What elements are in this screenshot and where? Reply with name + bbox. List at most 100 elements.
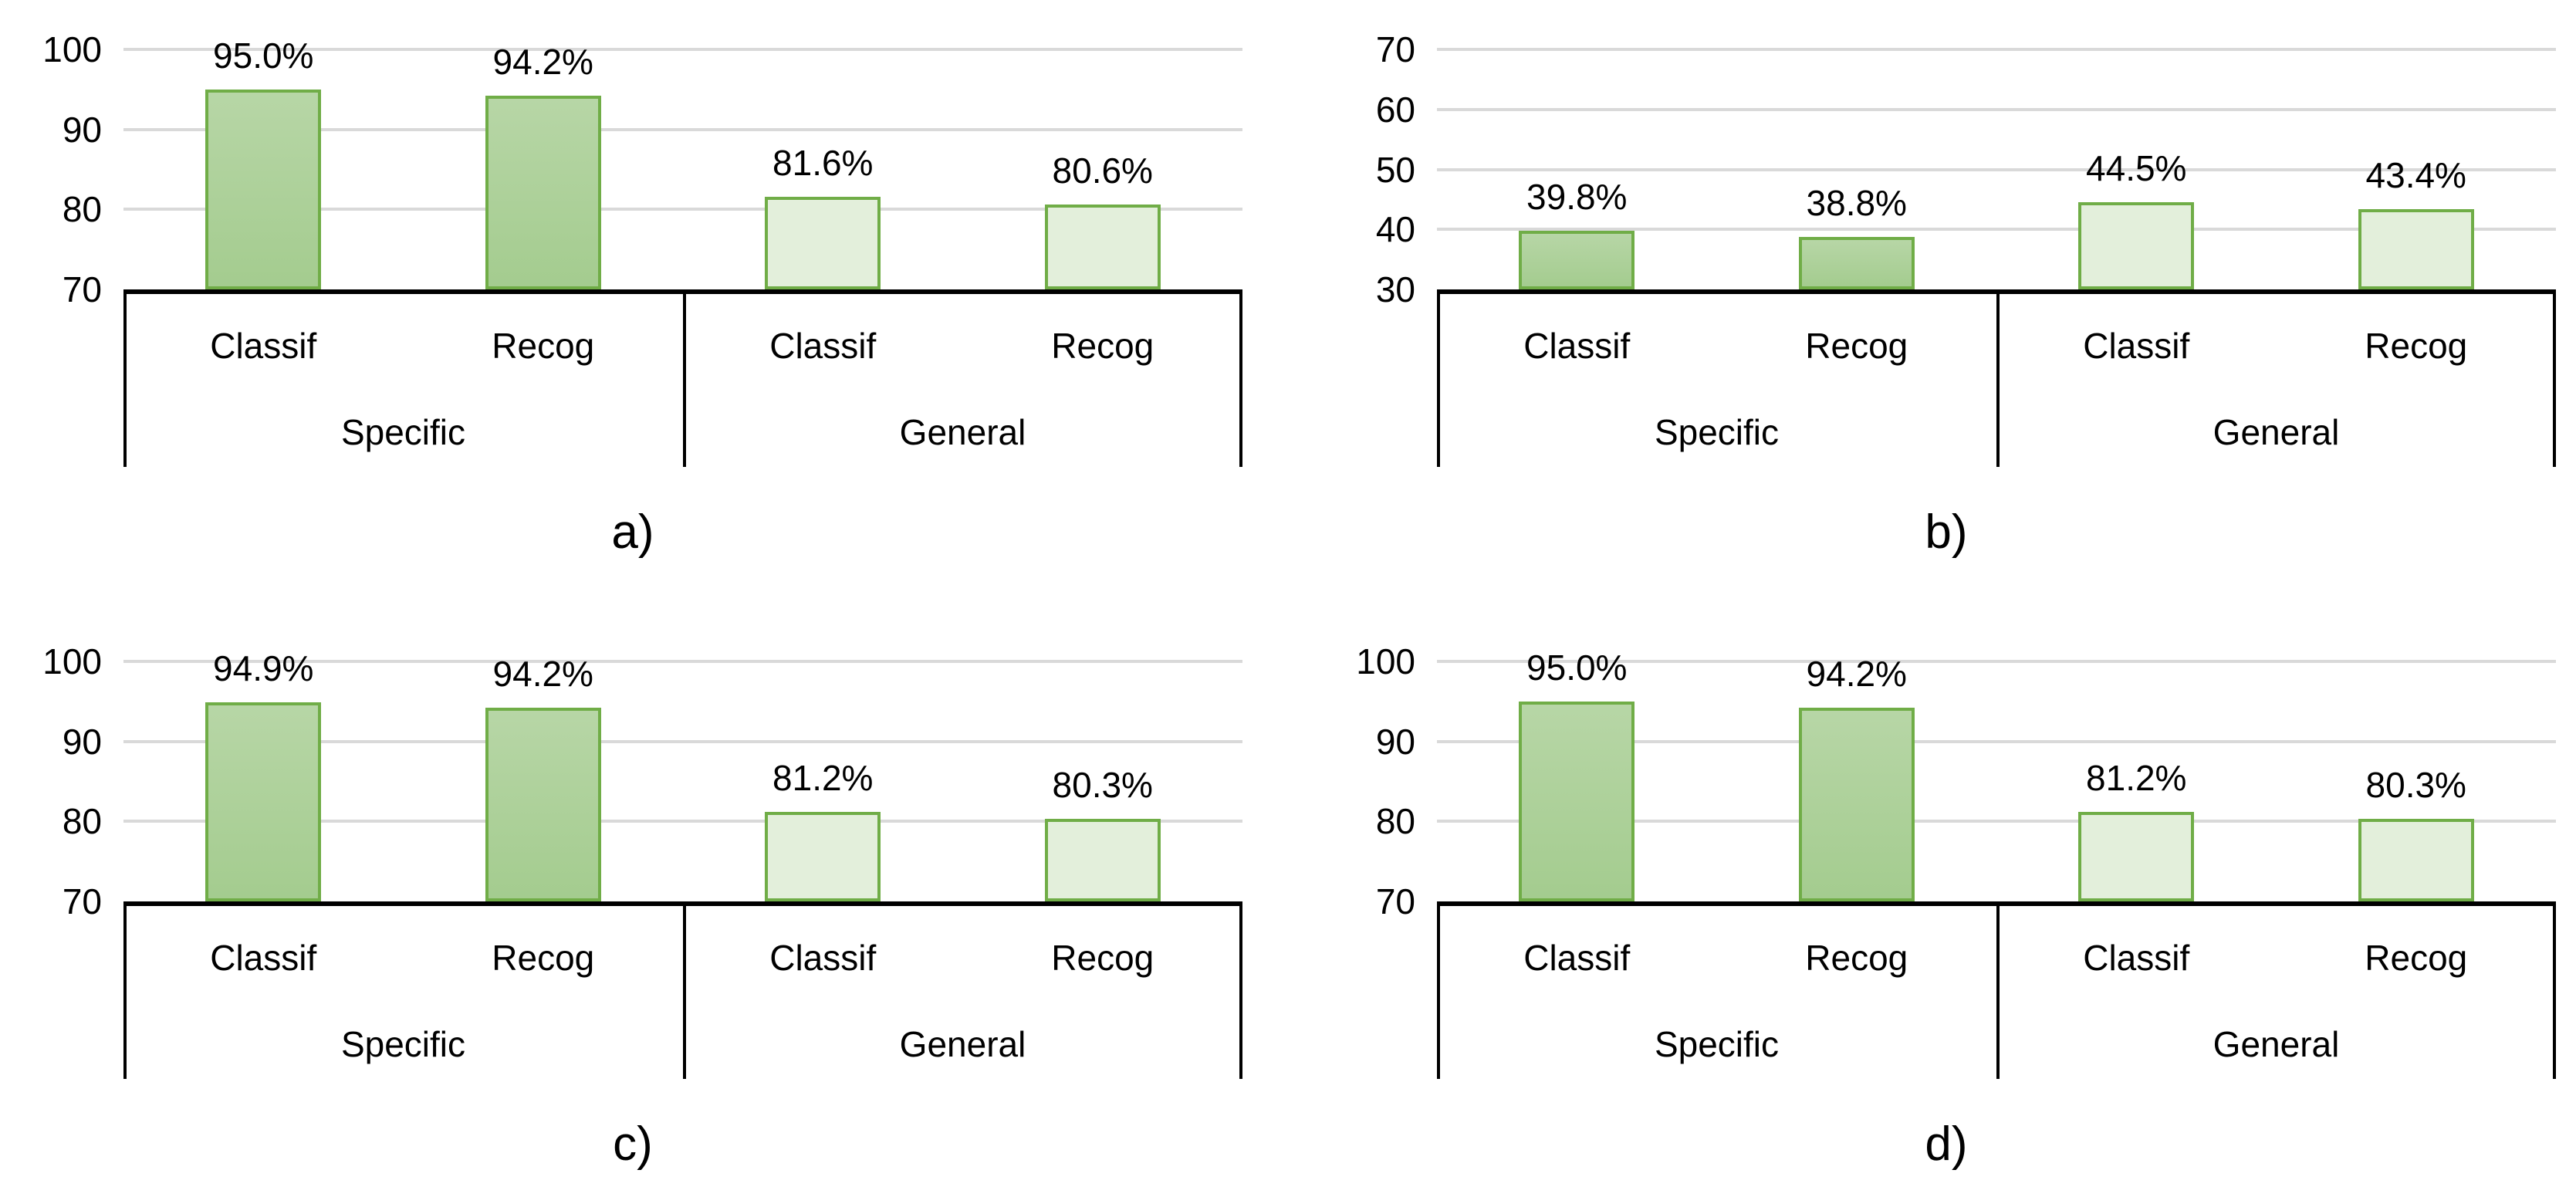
category-box-edge — [123, 289, 127, 467]
bar-general-recog — [1044, 819, 1161, 901]
bar-value-label: 80.6% — [1052, 150, 1153, 191]
category-box-edge — [1239, 289, 1242, 467]
y-axis-tick-label: 70 — [1375, 881, 1415, 921]
bar-value-label: 44.5% — [2086, 148, 2187, 189]
bar-value-label: 43.4% — [2365, 154, 2466, 195]
category-box-edge — [1239, 901, 1242, 1079]
category-box-edge — [1437, 901, 1440, 1079]
category-sub-label: Classif — [769, 326, 877, 366]
category-box-edge — [1437, 289, 1440, 467]
bar-general-recog — [2358, 208, 2474, 289]
category-sub-label: Classif — [1523, 326, 1631, 366]
category-sub-label: Classif — [210, 938, 317, 978]
chart-a: a) 100 90 80 70 95.0% Classif 94.2% Recog Specif… — [15, 15, 1242, 571]
bar-value-label: 38.8% — [1806, 182, 1907, 223]
gridline — [123, 820, 1242, 823]
gridline — [1437, 167, 2556, 171]
category-group-label: General — [2213, 412, 2340, 452]
category-group-label: Specific — [340, 412, 466, 452]
category-group-divider — [1996, 289, 2000, 467]
category-sub-label: Classif — [1523, 938, 1631, 978]
category-box-edge — [2553, 289, 2556, 467]
bar-specific-recog — [485, 96, 601, 289]
y-axis-tick-label: 70 — [1375, 29, 1415, 69]
bar-value-label: 94.2% — [492, 42, 593, 83]
y-axis-tick-label: 30 — [1375, 269, 1415, 309]
bar-value-label: 95.0% — [213, 35, 314, 76]
bar-value-label: 94.2% — [1806, 654, 1907, 695]
chart-b: b) 70 60 50 40 30 39.8% Classif 38.8% Recog Speci… — [1329, 15, 2556, 571]
gridline — [1437, 48, 2556, 51]
category-group-divider — [683, 289, 686, 467]
gridline — [1437, 660, 2556, 663]
y-axis-tick-label: 60 — [1375, 89, 1415, 130]
bar-value-label: 39.8% — [1526, 176, 1628, 217]
category-group-label: General — [899, 412, 1026, 452]
gridline — [1437, 739, 2556, 743]
category-sub-label: Recog — [492, 938, 595, 978]
bar-specific-recog — [1798, 708, 1915, 901]
category-box-edge — [123, 901, 127, 1079]
y-axis-tick-label: 80 — [1375, 801, 1415, 842]
bar-general-classif — [2078, 202, 2195, 289]
bar-specific-recog — [1798, 236, 1915, 289]
bar-value-label: 94.2% — [492, 654, 593, 695]
chart-caption: b) — [1925, 506, 1968, 559]
bar-specific-classif — [1519, 701, 1635, 901]
category-sub-label: Classif — [210, 326, 317, 366]
category-sub-label: Recog — [1051, 938, 1154, 978]
bar-specific-recog — [485, 708, 601, 901]
gridline — [123, 739, 1242, 743]
y-axis-tick-label: 70 — [62, 269, 102, 309]
bar-value-label: 81.2% — [772, 757, 874, 798]
bar-specific-classif — [1519, 230, 1635, 289]
category-box-edge — [2553, 901, 2556, 1079]
gridline — [123, 660, 1242, 663]
chart-caption: d) — [1925, 1118, 1968, 1171]
y-axis-tick-label: 70 — [62, 881, 102, 921]
bar-value-label: 81.6% — [772, 142, 874, 183]
chart-caption: a) — [611, 506, 654, 559]
category-sub-label: Classif — [2083, 326, 2190, 366]
chart-caption: c) — [613, 1118, 653, 1171]
category-group-divider — [1996, 901, 2000, 1079]
bar-value-label: 81.2% — [2086, 757, 2187, 798]
gridline — [123, 48, 1242, 51]
category-sub-label: Recog — [1805, 938, 1908, 978]
category-group-label: Specific — [1654, 412, 1780, 452]
category-sub-label: Recog — [2365, 938, 2468, 978]
bar-value-label: 94.9% — [213, 648, 314, 688]
category-sub-label: Classif — [2083, 938, 2190, 978]
gridline — [123, 208, 1242, 211]
bar-specific-classif — [205, 702, 322, 901]
bar-specific-classif — [205, 89, 322, 289]
bar-value-label: 95.0% — [1526, 647, 1628, 688]
bar-general-classif — [765, 196, 881, 289]
category-group-label: Specific — [340, 1024, 466, 1064]
bar-general-recog — [1044, 205, 1161, 289]
chart-c: c) 100 90 80 70 94.9% Classif 94.2% Recog Specif… — [15, 627, 1242, 1183]
gridline — [1437, 107, 2556, 111]
category-sub-label: Classif — [769, 938, 877, 978]
gridline — [1437, 228, 2556, 232]
category-group-label: General — [2213, 1024, 2340, 1064]
category-sub-label: Recog — [2365, 326, 2468, 366]
category-sub-label: Recog — [1051, 326, 1154, 366]
y-axis-tick-label: 80 — [62, 801, 102, 842]
y-axis-tick-label: 90 — [1375, 721, 1415, 762]
category-group-label: Specific — [1654, 1024, 1780, 1064]
bar-general-classif — [2078, 811, 2195, 901]
y-axis-tick-label: 100 — [1356, 641, 1415, 681]
bar-general-classif — [765, 811, 881, 901]
gridline — [1437, 820, 2556, 823]
category-sub-label: Recog — [1805, 326, 1908, 366]
y-axis-tick-label: 100 — [42, 29, 102, 69]
chart-d: d) 100 90 80 70 95.0% Classif 94.2% Recog Specif… — [1329, 627, 2556, 1183]
y-axis-tick-label: 90 — [62, 721, 102, 762]
y-axis-tick-label: 50 — [1375, 149, 1415, 190]
category-sub-label: Recog — [492, 326, 595, 366]
category-group-divider — [683, 901, 686, 1079]
y-axis-tick-label: 100 — [42, 641, 102, 681]
bar-value-label: 80.3% — [2365, 765, 2466, 806]
